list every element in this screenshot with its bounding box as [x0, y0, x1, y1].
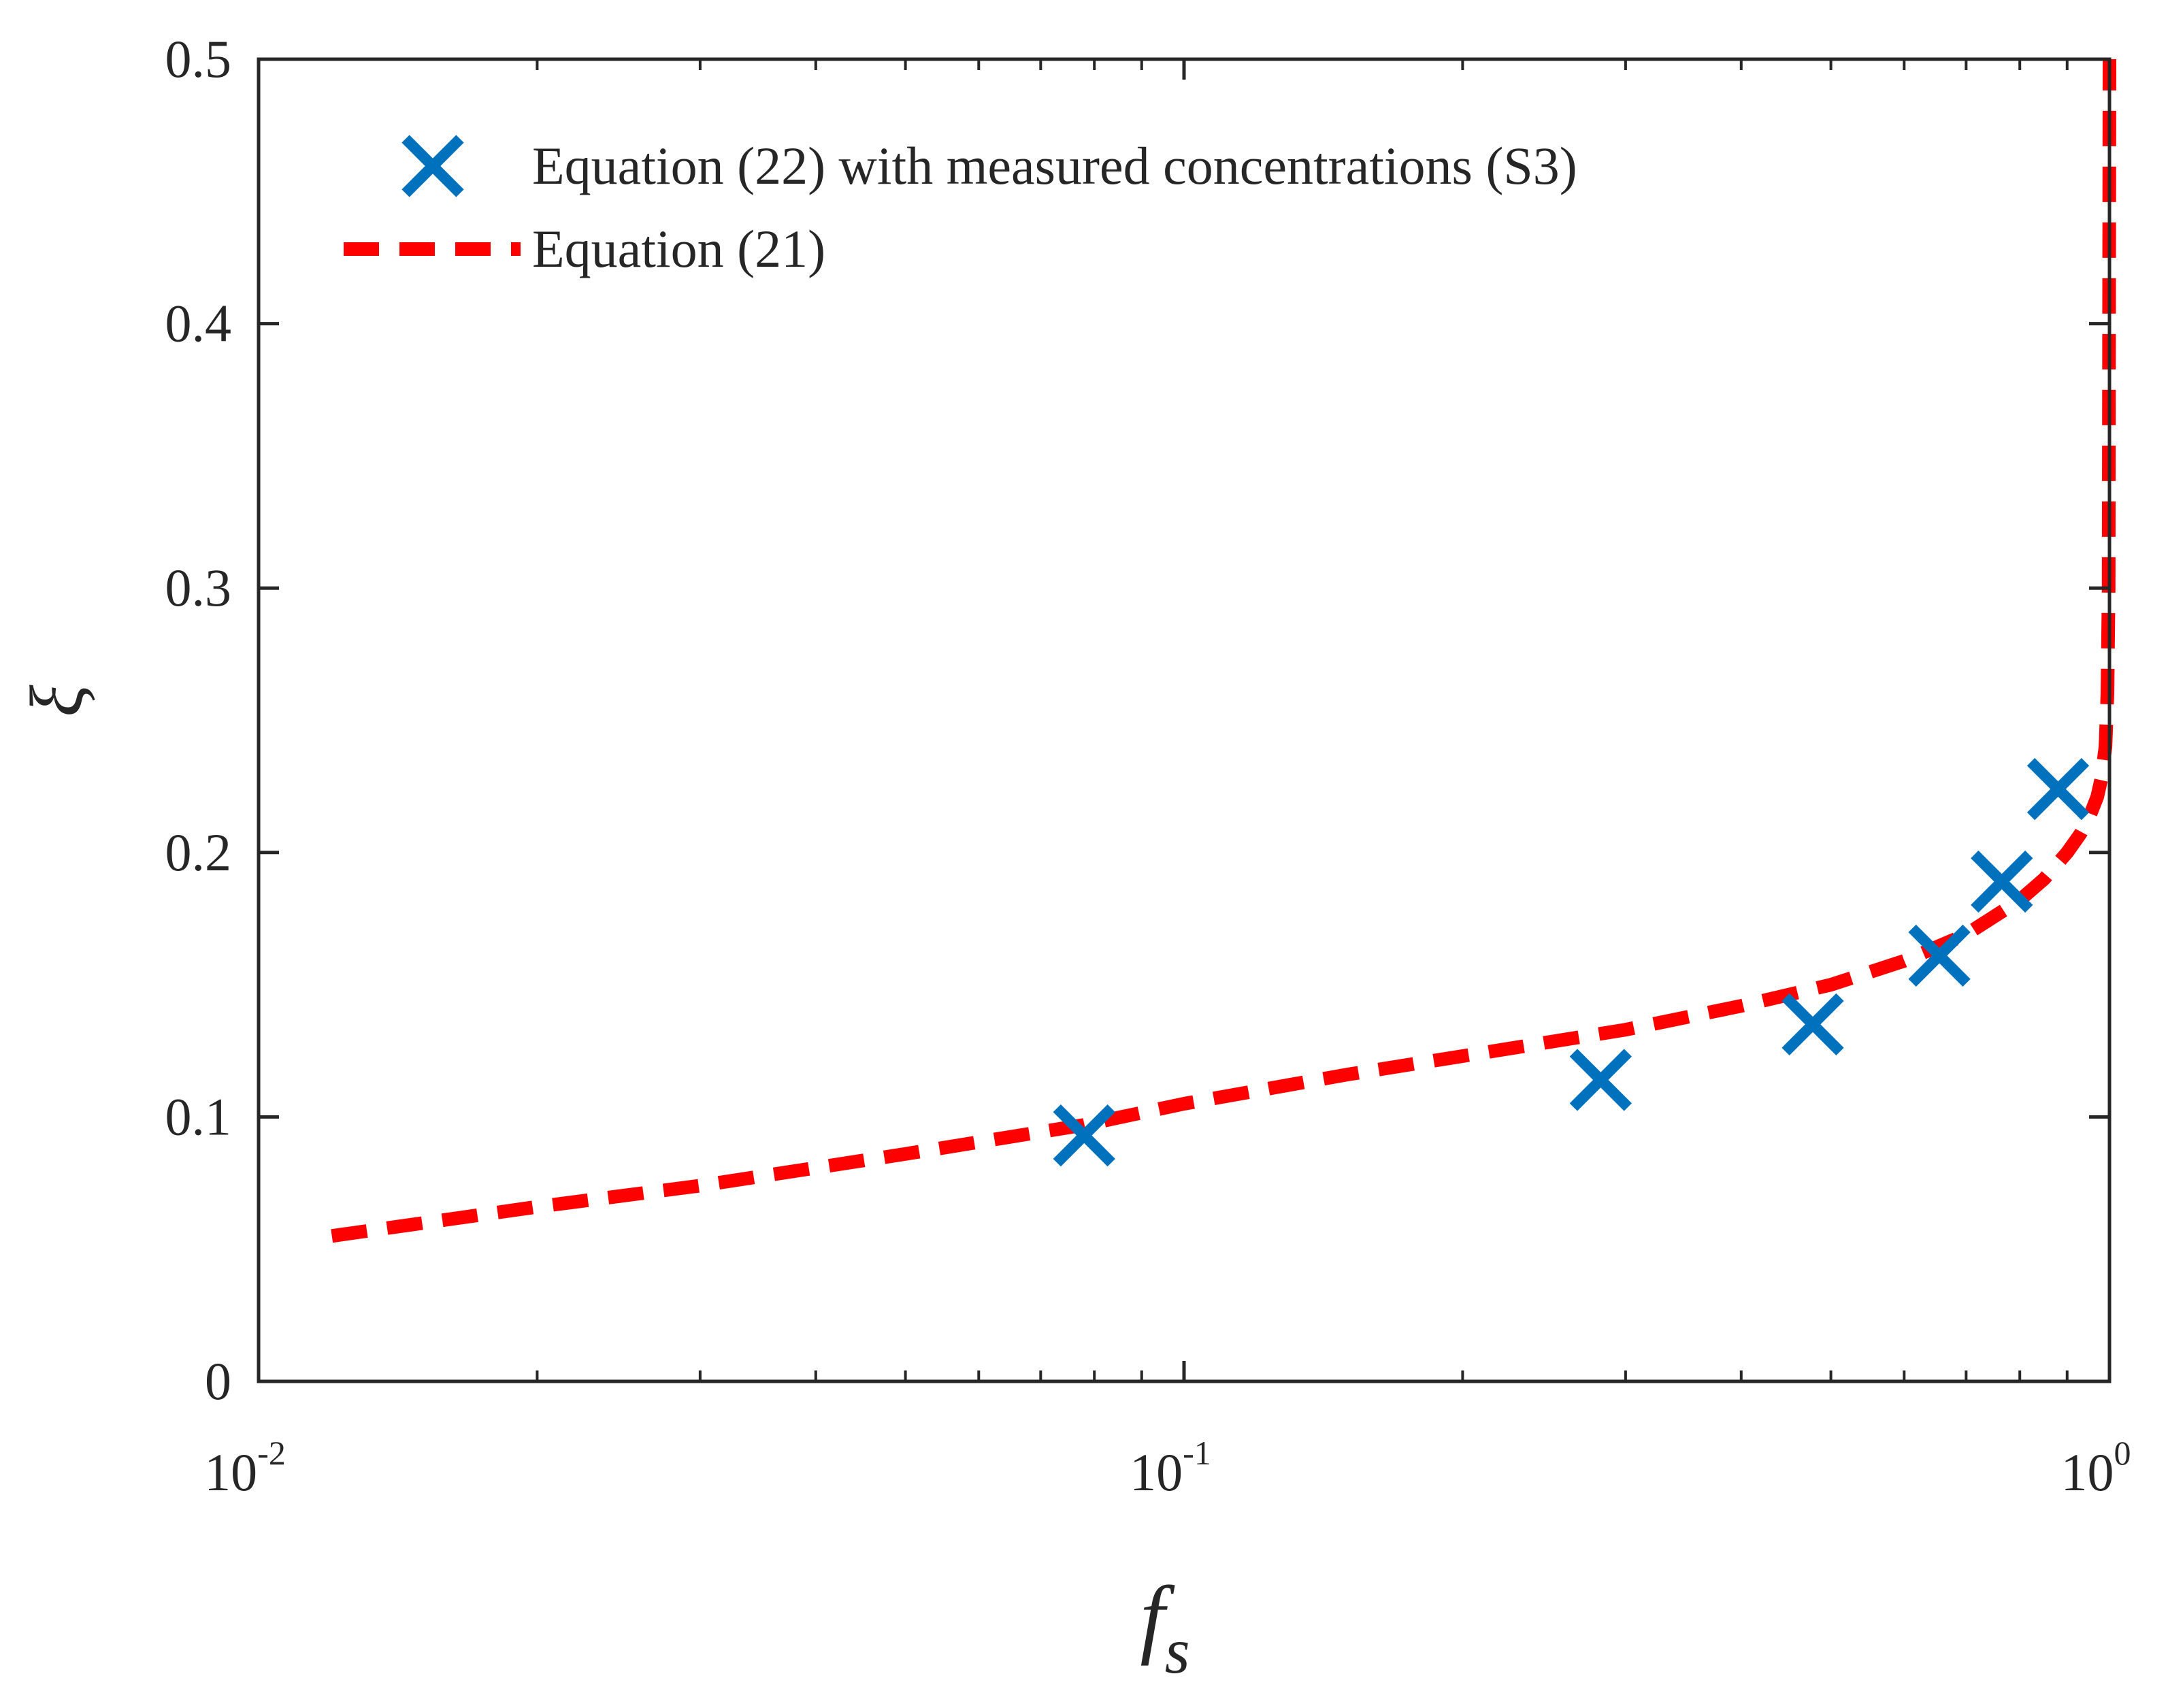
legend-entry-equation-21: Equation (21) — [532, 219, 825, 278]
x-axis-label-subscript: s — [1165, 1615, 1190, 1687]
data-point-x-marker — [1971, 850, 2033, 913]
x-tick-label: 10-2 — [204, 1434, 286, 1502]
y-tick-label: 0 — [205, 1351, 231, 1411]
data-point-x-marker — [1908, 924, 1971, 987]
x-marker-stroke — [1053, 1104, 1115, 1167]
y-tick-label: 0.2 — [165, 823, 232, 882]
data-point-x-marker — [1781, 993, 1844, 1056]
x-marker-stroke — [1569, 1049, 1632, 1111]
legend-x-stroke — [401, 135, 464, 197]
data-point-x-marker — [1053, 1104, 1115, 1167]
x-marker-stroke — [1971, 850, 2033, 913]
data-point-x-marker — [2026, 757, 2090, 821]
x-axis-label: fs — [1140, 1569, 1189, 1687]
legend-entry-equation-22: Equation (22) with measured concentratio… — [532, 136, 1577, 195]
x-tick-label-base: 10 — [1130, 1443, 1183, 1502]
x-marker-stroke — [2026, 757, 2090, 821]
y-tick-label: 0.3 — [165, 558, 232, 617]
y-axis-label: ξ — [15, 685, 98, 717]
x-tick-label-exponent: -2 — [257, 1434, 286, 1472]
x-marker-stroke — [1781, 993, 1844, 1056]
x-marker-stroke — [1908, 924, 1971, 987]
x-tick-label: 100 — [2061, 1434, 2131, 1502]
x-tick-label-base: 10 — [2061, 1443, 2114, 1502]
x-tick-label-base: 10 — [204, 1443, 257, 1502]
x-tick-label-exponent: -1 — [1183, 1434, 1211, 1472]
plot-area — [331, 59, 2116, 1243]
x-tick-label: 10-1 — [1130, 1434, 1211, 1502]
data-point-x-marker — [1569, 1049, 1632, 1111]
legend: Equation (22) with measured concentratio… — [320, 109, 1899, 306]
legend-marker-x — [401, 135, 464, 197]
x-tick-label-exponent: 0 — [2114, 1434, 2131, 1472]
legend-box — [320, 109, 1899, 306]
y-tick-label: 0.4 — [165, 294, 232, 353]
y-tick-label: 0.5 — [165, 29, 232, 88]
y-tick-label: 0.1 — [165, 1087, 232, 1146]
ticks: 00.10.20.30.40.510-2 10-1 100 — [165, 29, 2131, 1502]
